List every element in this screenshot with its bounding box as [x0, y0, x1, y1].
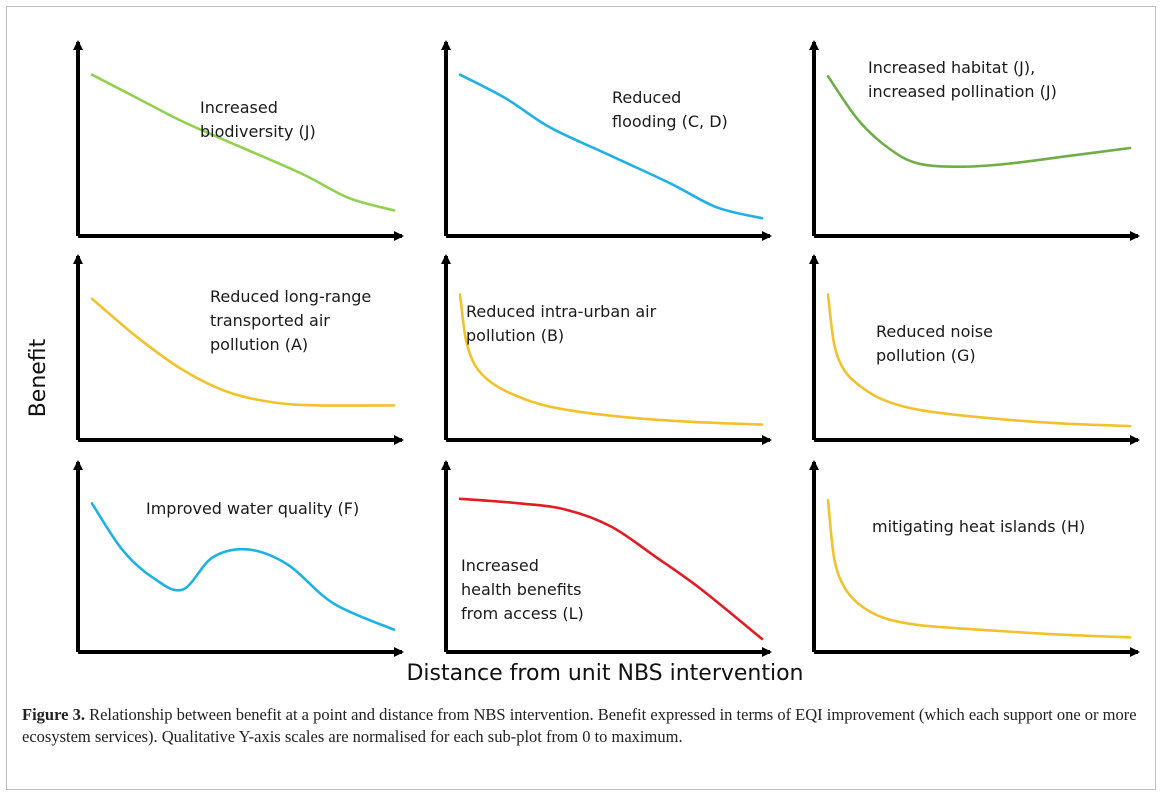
panel-label-line: Reduced long-range — [210, 287, 371, 306]
panel-label: Increased biodiversity (J) — [200, 98, 316, 141]
panel-label-line: Improved water quality (F) — [146, 499, 359, 518]
panel-2: Reduced flooding (C, D) — [441, 40, 772, 241]
series-line — [826, 499, 1132, 639]
series-line — [90, 73, 396, 212]
panel-4: Reduced long-range transported air polluti… — [73, 254, 404, 445]
panel-label: mitigating heat islands (H) — [872, 517, 1085, 536]
panel-label-line: health benefits — [461, 580, 581, 599]
y-axis-title: Benefit — [26, 338, 51, 417]
panel-label-line: increased pollination (J) — [868, 82, 1057, 101]
panel-label-line: pollution (A) — [210, 335, 308, 354]
panel-1: Increased biodiversity (J) — [73, 40, 404, 241]
panel-label: Improved water quality (F) — [146, 499, 359, 518]
panel-6: Reduced noise pollution (G) — [809, 254, 1140, 445]
figure-caption: Figure 3. Relationship between benefit a… — [22, 704, 1142, 748]
panel-label-line: Reduced noise — [876, 322, 993, 341]
panel-label-line: transported air — [210, 311, 330, 330]
panel-label-line: pollution (B) — [466, 326, 564, 345]
panel-7: Improved water quality (F) — [73, 460, 404, 657]
series-line — [458, 497, 764, 641]
caption-text: Relationship between benefit at a point … — [22, 705, 1137, 746]
figure-plots: Benefit Distance from unit NBS intervent… — [26, 40, 1140, 686]
panel-label: Reduced noise pollution (G) — [876, 322, 993, 365]
series-line — [826, 293, 1132, 428]
panel-label: Reduced intra-urban air pollution (B) — [466, 302, 657, 345]
panel-label: Reduced flooding (C, D) — [612, 88, 728, 131]
panel-label-line: pollution (G) — [876, 346, 976, 365]
panel-3: Increased habitat (J), increased pollinat… — [809, 40, 1140, 241]
panel-5: Reduced intra-urban air pollution (B) — [441, 254, 772, 445]
series-line — [826, 74, 1132, 168]
caption-label: Figure 3. — [22, 705, 85, 724]
panel-label-line: Reduced intra-urban air — [466, 302, 657, 321]
panel-label: Reduced long-range transported air polluti… — [210, 287, 371, 354]
series-line — [458, 73, 764, 220]
panel-label-line: mitigating heat islands (H) — [872, 517, 1085, 536]
panel-label-line: Increased — [200, 98, 278, 117]
series-line — [90, 502, 396, 631]
series-line — [458, 293, 764, 426]
panel-label-line: flooding (C, D) — [612, 112, 728, 131]
panel-8: Increased health benefits from access (L) — [441, 460, 772, 657]
panel-9: mitigating heat islands (H) — [809, 460, 1140, 657]
panel-label-line: Increased — [461, 556, 539, 575]
panel-label-line: biodiversity (J) — [200, 122, 316, 141]
figure-frame — [6, 6, 1156, 790]
panels-group: Increased biodiversity (J) Reduced flooding… — [73, 40, 1140, 657]
panel-label: Increased health benefits from access (L) — [461, 556, 584, 623]
panel-label: Increased habitat (J), increased pollinat… — [868, 58, 1057, 101]
panel-label-line: Reduced — [612, 88, 681, 107]
panel-label-line: Increased habitat (J), — [868, 58, 1035, 77]
series-line — [90, 297, 396, 407]
x-axis-title: Distance from unit NBS intervention — [406, 661, 803, 686]
panel-label-line: from access (L) — [461, 604, 584, 623]
